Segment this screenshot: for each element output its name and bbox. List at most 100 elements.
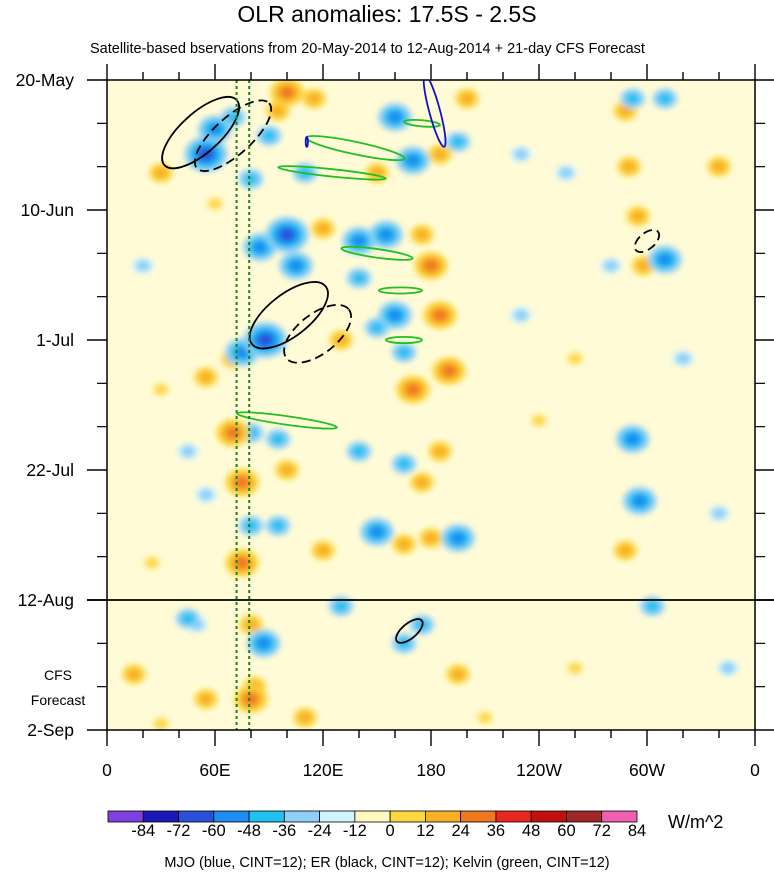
colorbar-label: -84 [131, 822, 156, 840]
anomaly-blob [387, 309, 403, 322]
colorbar [107, 810, 638, 823]
anomaly-blob [567, 352, 583, 365]
anomaly-blob [207, 123, 223, 136]
colorbar-swatch [460, 810, 497, 823]
anomaly-blob [315, 222, 331, 235]
anomaly-blob [441, 365, 457, 377]
kelvin-contour [277, 165, 387, 181]
anomaly-blob [405, 383, 421, 396]
anomaly-blob [675, 352, 691, 365]
er-contour [283, 303, 353, 364]
anomaly-blob [625, 92, 640, 105]
anomaly-blob [603, 259, 619, 272]
anomaly-blob [423, 259, 439, 272]
anomaly-blob [450, 532, 466, 544]
anomaly-blob [225, 111, 241, 124]
mjo-contour [422, 80, 447, 148]
anomaly-blob [632, 495, 647, 507]
colorbar-label: 0 [385, 822, 395, 840]
anomaly-blob [387, 111, 403, 124]
anomaly-blob [279, 464, 295, 476]
anomaly-blob [351, 445, 367, 458]
anomaly-blob [198, 371, 214, 384]
anomaly-blob [333, 600, 349, 613]
er-contour [193, 99, 273, 172]
anomaly-blob [567, 662, 583, 674]
units-label: W/m^2 [668, 812, 724, 832]
x-tick-label: 0 [750, 760, 760, 780]
anomaly-blob [153, 383, 169, 396]
anomaly-blob [279, 228, 295, 241]
plot-background [107, 80, 755, 730]
anomaly-blob [558, 166, 574, 179]
kelvin-contour [236, 411, 338, 430]
x-tick-label: 120W [516, 760, 562, 780]
colorbar-label: -12 [342, 822, 367, 840]
anomaly-blob [288, 259, 304, 272]
colorbar-swatch [283, 810, 320, 823]
chart-title: OLR anomalies: 17.5S - 2.5S [237, 1, 537, 27]
anomaly-blob [405, 154, 421, 167]
x-tick-label: 60E [199, 760, 231, 780]
anomaly-blob [153, 166, 169, 179]
anomaly-blob [618, 544, 633, 557]
anomaly-blob [625, 433, 640, 445]
anomaly-blob [657, 92, 673, 105]
legend-footer: MJO (blue, CINT=12); ER (black, CINT=12)… [164, 855, 610, 871]
anomaly-blob [243, 693, 259, 705]
anomaly-blob [618, 105, 633, 117]
anomaly-blob [720, 662, 736, 674]
er-contour [395, 618, 424, 644]
colorbar-label: -36 [272, 822, 297, 840]
anomaly-blob [513, 309, 529, 322]
plot-area [107, 80, 755, 730]
colorbar-swatch [354, 810, 391, 823]
anomaly-blob [450, 136, 466, 148]
y-tick-label: 2-Sep [27, 720, 74, 740]
anomaly-blob [256, 637, 271, 650]
colorbar-swatch [107, 810, 144, 823]
kelvin-contour [377, 286, 423, 295]
anomaly-blob [306, 92, 322, 105]
anomaly-blob [297, 711, 313, 724]
anomaly-blob [270, 519, 286, 532]
y-tick-label: 22-Jul [26, 460, 74, 480]
anomaly-blob [414, 228, 430, 241]
anomaly-blob [711, 160, 727, 173]
x-tick-label: 120E [302, 760, 344, 780]
colorbar-swatch [319, 810, 356, 823]
anomaly-blob [180, 445, 196, 458]
anomaly-blob [513, 148, 529, 161]
axes [87, 64, 774, 746]
anomaly-blob [351, 235, 367, 247]
anomaly-blob [153, 717, 169, 730]
anomaly-blob [378, 228, 394, 241]
colorbar-label: -72 [166, 822, 191, 840]
kelvin-contour [385, 335, 423, 344]
anomaly-blob [234, 346, 250, 359]
colorbar-swatch [566, 810, 603, 823]
colorbar-label: 48 [522, 822, 541, 840]
anomaly-blob [144, 556, 160, 569]
anomaly-blob [234, 556, 250, 569]
anomaly-blob [243, 618, 259, 631]
colorbar-label: 60 [557, 822, 576, 840]
y-tick-label: 1-Jul [36, 330, 74, 350]
anomaly-blob [279, 86, 295, 99]
anomaly-blob [396, 346, 412, 359]
anomaly-blob [198, 693, 214, 705]
colorbar-swatch [389, 810, 426, 823]
colorbar-label: 36 [486, 822, 506, 840]
anomaly-blob [711, 507, 727, 520]
anomaly-blob [414, 476, 430, 489]
anomaly-blob [477, 711, 493, 724]
colorbar-label: 24 [451, 822, 470, 840]
anomaly-blob [207, 197, 223, 210]
colorbar-swatch [601, 810, 638, 823]
colorbar-swatch [142, 810, 179, 823]
anomaly-blob [270, 105, 286, 117]
colorbar-swatch [213, 810, 250, 823]
anomaly-blob [459, 92, 475, 105]
er-contour [248, 281, 329, 350]
